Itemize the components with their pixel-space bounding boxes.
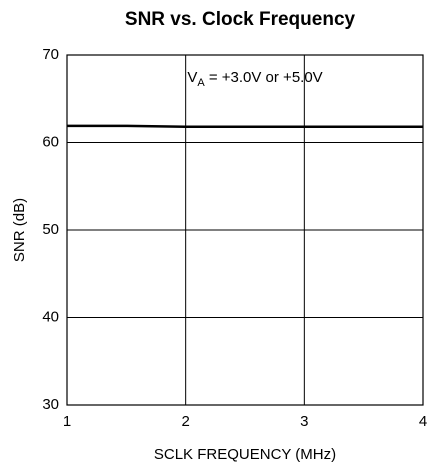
x-tick-label: 2 (181, 413, 189, 430)
x-tick-label: 1 (63, 413, 71, 430)
annotation-v: V (187, 69, 197, 86)
annotation: VA = +3.0V or +5.0V (187, 69, 322, 89)
chart-title: SNR vs. Clock Frequency (125, 9, 356, 30)
y-tick-label: 30 (42, 396, 59, 413)
x-tick-label: 4 (419, 413, 427, 430)
y-tick-label: 40 (42, 308, 59, 325)
annotation-rest: = +3.0V or +5.0V (205, 69, 323, 86)
x-axis-label: SCLK FREQUENCY (MHz) (154, 446, 336, 463)
y-tick-label: 50 (42, 221, 59, 238)
y-tick-label: 60 (42, 133, 59, 150)
y-tick-label: 70 (42, 46, 59, 63)
data-line (67, 124, 423, 128)
x-tick-label: 3 (300, 413, 308, 430)
y-axis-label: SNR (dB) (11, 198, 28, 262)
annotation-sub: A (197, 77, 205, 89)
